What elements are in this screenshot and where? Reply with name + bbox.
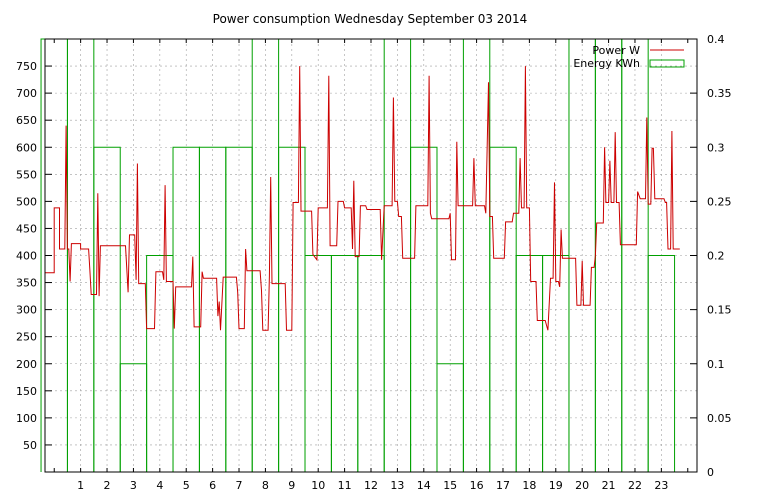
x-tick-label: 19 [549,479,563,492]
x-tick-label: 21 [602,479,616,492]
x-tick-label: 11 [338,479,352,492]
x-tick-label: 22 [628,479,642,492]
energy-bar [93,146,121,472]
y-right-tick-label: 0.4 [707,33,725,46]
x-tick-label: 3 [130,479,137,492]
x-tick-label: 13 [390,479,404,492]
y-right-tick-label: 0 [707,466,714,479]
x-tick-label: 12 [364,479,378,492]
legend-power-label: Power W [592,44,640,57]
x-tick-label: 4 [156,479,163,492]
y-left-tick-label: 100 [16,412,37,425]
y-left-tick-label: 500 [16,195,37,208]
x-tick-label: 6 [209,479,216,492]
y-left-tick-label: 750 [16,60,37,73]
x-tick-label: 7 [236,479,243,492]
y-left-tick-label: 200 [16,358,37,371]
x-tick-label: 8 [262,479,269,492]
y-right-tick-label: 0.3 [707,141,725,154]
chart-title: Power consumption Wednesday September 03… [213,12,528,26]
y-left-tick-label: 550 [16,168,37,181]
axes [44,38,698,473]
power-series [45,66,680,331]
y-left-tick-labels: 50 100 150 200 250 300 350 400 450 500 550 600 650 70… [16,60,37,452]
y-left-tick-label: 350 [16,277,37,290]
y-right-tick-labels: 0 0.05 0.1 0.15 0.2 0.25 0.3 0.35 0.4 [707,33,732,479]
legend-energy-swatch [649,59,685,68]
y-left-tick-label: 700 [16,87,37,100]
x-tick-label: 1 [77,479,84,492]
energy-bar [647,255,676,472]
y-left-tick-label: 300 [16,304,37,317]
y-left-tick-label: 50 [23,439,37,452]
y-right-tick-label: 0.1 [707,358,725,371]
x-tick-label: 20 [575,479,589,492]
x-tick-label: 17 [496,479,510,492]
x-tick-label: 5 [183,479,190,492]
y-left-tick-label: 150 [16,385,37,398]
y-right-tick-label: 0.35 [707,87,732,100]
legend: Power W Energy KWh [573,44,685,70]
energy-bar [410,146,438,472]
x-tick-label: 16 [470,479,484,492]
y-right-tick-label: 0.25 [707,195,732,208]
x-tick-label: 9 [288,479,295,492]
y-right-tick-label: 0.15 [707,304,732,317]
grid-lines [45,39,697,472]
y-left-tick-label: 400 [16,250,37,263]
x-tick-label: 15 [443,479,457,492]
y-left-tick-label: 450 [16,222,37,235]
legend-energy-label: Energy KWh [573,57,640,70]
x-tick-label: 18 [522,479,536,492]
x-tick-labels: 1 2 3 4 5 6 7 8 9 10 11 12 13 14 15 16 17 18 19 20 21 22 23 [77,479,668,492]
y-left-tick-label: 650 [16,114,37,127]
x-tick-label: 23 [654,479,668,492]
y-left-tick-label: 600 [16,141,37,154]
power-line [45,66,680,331]
x-tick-label: 14 [417,479,431,492]
y-right-tick-label: 0.05 [707,412,732,425]
y-left-tick-label: 250 [16,331,37,344]
y-right-tick-label: 0.2 [707,250,725,263]
x-tick-label: 10 [311,479,325,492]
x-tick-label: 2 [104,479,111,492]
